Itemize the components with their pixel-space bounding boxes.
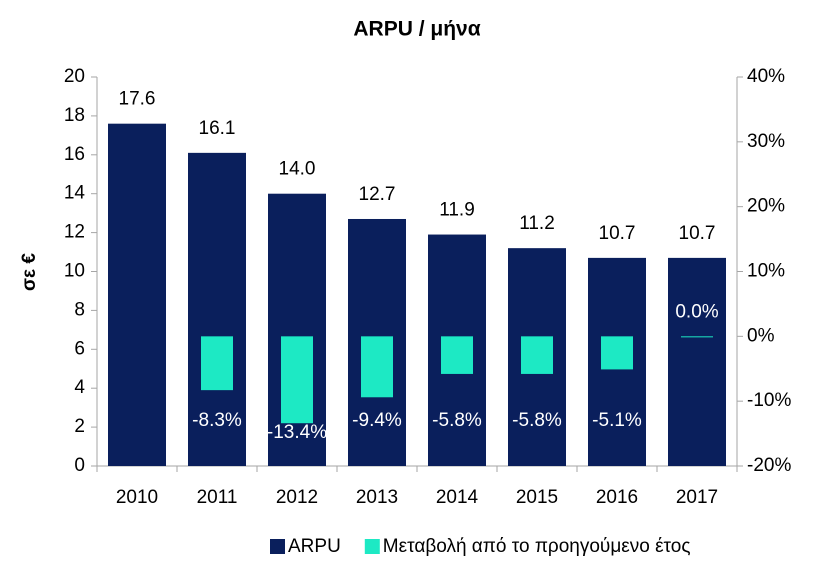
y-tick-label: 4 [74,377,85,398]
bar [668,257,726,466]
data-label: -5.1% [592,410,642,431]
y2-tick-label: 20% [747,196,785,217]
data-label: 17.6 [119,89,156,110]
y-tick-label: 18 [64,105,85,126]
legend-swatch [270,539,285,554]
x-tick-label: 2015 [516,487,558,508]
data-label: -9.4% [352,410,402,431]
x-tick-label: 2012 [276,487,318,508]
bar [681,336,713,338]
y2-tick-label: 0% [747,325,775,346]
bar [188,152,246,467]
y-tick-label: 16 [64,144,85,165]
y-tick-label: 6 [74,338,85,359]
y-tick-label: 0 [74,455,85,476]
y-tick-label: 14 [64,183,86,204]
data-label: -8.3% [192,410,242,431]
y2-tick-label: 40% [747,66,785,87]
bar [281,336,313,424]
x-tick-label: 2017 [676,487,718,508]
chart-title: ARPU / μήνα [353,18,480,41]
bar [601,336,633,370]
x-tick-label: 2010 [116,487,158,508]
data-label: 0.0% [675,301,718,322]
y-tick-label: 12 [64,222,85,243]
x-tick-label: 2013 [356,487,398,508]
y-tick-label: 20 [64,66,85,87]
y2-tick-label: 10% [747,261,785,282]
legend-swatch [364,539,380,554]
data-label: 12.7 [359,184,396,205]
data-label: -5.8% [432,410,482,431]
y-tick-label: 8 [74,299,85,320]
data-label: 16.1 [199,118,236,139]
bar [108,123,166,467]
legend-label: ARPU [288,536,341,557]
data-label: -13.4% [267,422,327,443]
bar [201,336,233,391]
x-tick-label: 2011 [197,487,238,508]
legend-label: Μεταβολή από το προηγούμενο έτος [383,536,691,557]
data-label: 11.2 [519,213,555,234]
y2-tick-label: -20% [747,455,791,476]
bar [441,336,473,374]
x-tick-label: 2016 [596,487,638,508]
y-tick-label: 2 [74,416,85,437]
y-tick-label: 10 [64,261,85,282]
y2-tick-label: -10% [747,390,791,411]
y-axis-label: σε € [19,253,40,291]
data-label: 11.9 [439,200,475,221]
bar [521,336,553,374]
data-label: 10.7 [679,223,716,244]
x-tick-label: 2014 [436,487,479,508]
data-label: 14.0 [279,159,316,180]
y2-tick-label: 30% [747,131,785,152]
data-label: 10.7 [599,223,636,244]
bar [361,336,393,398]
data-label: -5.8% [512,410,562,431]
